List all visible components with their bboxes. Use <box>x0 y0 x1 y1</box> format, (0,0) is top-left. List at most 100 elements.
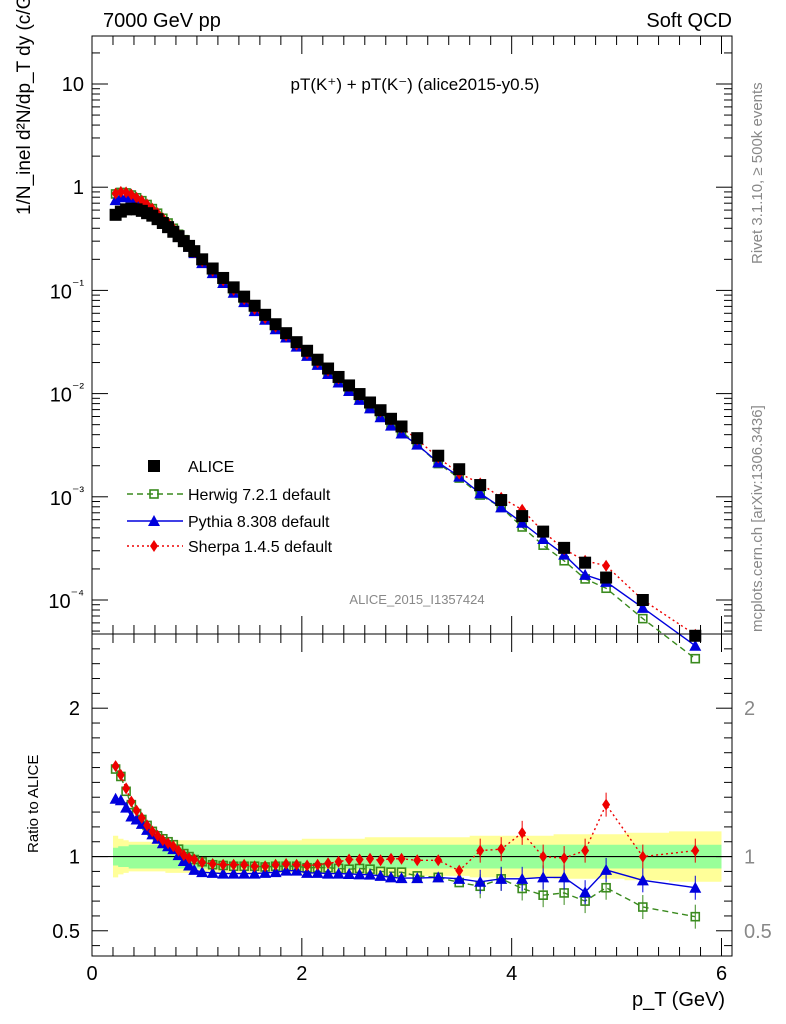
main-panel: pT(K⁺) + pT(K⁻) (alice2015-y0.5) ALICE_2… <box>14 0 733 664</box>
ratio-point <box>539 850 548 863</box>
ratio-point <box>395 872 408 884</box>
y-tick-label: 10 <box>62 74 84 96</box>
ratio-point <box>120 801 133 813</box>
ratio-point <box>366 852 375 865</box>
ratio-point <box>600 863 613 875</box>
data-point <box>636 594 649 606</box>
data-point <box>311 353 324 366</box>
legend-label: Herwig 7.2.1 default <box>188 487 331 504</box>
legend-marker <box>150 540 158 552</box>
ratio-point <box>322 867 335 879</box>
ratio-point <box>271 858 280 871</box>
y-tick-label: 1 <box>73 177 84 199</box>
legend-marker <box>149 489 159 499</box>
data-point <box>322 362 335 375</box>
data-point <box>474 479 487 492</box>
ratio-point <box>376 854 385 867</box>
ratio-point <box>229 858 238 871</box>
data-point <box>374 404 387 417</box>
ratio-point <box>240 858 249 871</box>
ratio-point <box>261 860 270 873</box>
legend-item: Herwig 7.2.1 default <box>127 487 331 504</box>
ratio-point <box>434 854 443 867</box>
data-point <box>474 487 487 499</box>
data-point <box>395 420 408 433</box>
ratio-point <box>127 795 136 808</box>
ratio-y-tick-label: 2 <box>69 698 80 720</box>
data-point <box>690 653 701 664</box>
y-tick-label: 10⁻³ <box>50 483 85 510</box>
ratio-point <box>169 840 178 853</box>
ratio-point <box>292 858 301 871</box>
ratio-point <box>691 844 700 857</box>
legend-marker <box>148 460 160 472</box>
legend-marker <box>148 515 160 526</box>
ratio-point <box>217 867 230 879</box>
ratio-point <box>219 858 228 871</box>
ratio-point <box>343 867 356 879</box>
data-point <box>196 253 209 266</box>
ratio-point <box>188 863 201 875</box>
x-tick-label: 4 <box>506 963 517 985</box>
legend-item: ALICE <box>148 459 234 476</box>
data-point <box>579 556 592 569</box>
ratio-point <box>250 860 259 873</box>
ratio-point <box>259 866 272 878</box>
ratio-point <box>538 890 548 900</box>
ratio-point <box>196 866 209 878</box>
ratio-point <box>385 871 398 883</box>
data-point <box>411 432 424 445</box>
analysis-label: ALICE_2015_I1357424 <box>349 592 484 607</box>
data-point <box>280 327 293 340</box>
ratio-point <box>638 902 648 912</box>
ratio-point <box>111 760 120 773</box>
ratio-point <box>174 844 183 857</box>
ratio-point <box>374 869 387 881</box>
y-tick-label: 10⁻¹ <box>50 276 85 303</box>
ratio-point <box>345 853 354 866</box>
data-point <box>638 613 648 624</box>
data-point <box>516 516 529 528</box>
ratio-point <box>208 858 217 870</box>
ratio-point <box>387 852 396 865</box>
data-point <box>602 559 611 572</box>
ratio-point <box>280 864 293 876</box>
ratio-point <box>411 872 424 884</box>
ratio-point <box>497 843 506 856</box>
ratio-point <box>130 813 143 825</box>
x-tick-label: 2 <box>296 963 307 985</box>
data-point <box>385 412 398 425</box>
ratio-line <box>115 768 696 918</box>
x-tick-label: 0 <box>86 963 97 985</box>
ratio-point <box>453 872 466 884</box>
ratio-point <box>311 866 324 878</box>
ratio-point <box>476 844 485 857</box>
legend-item: Pythia 8.308 default <box>127 514 330 531</box>
data-point <box>495 494 508 507</box>
data-point <box>206 262 219 275</box>
ratio-point <box>137 812 146 824</box>
data-point <box>636 601 649 613</box>
ratio-point <box>334 855 343 868</box>
data-point <box>259 308 272 321</box>
series-alice <box>109 202 702 642</box>
ratio-point <box>355 853 364 866</box>
ratio-point <box>332 867 345 879</box>
data-point <box>537 525 550 538</box>
ratio-point <box>132 804 141 817</box>
legend-label: Pythia 8.308 default <box>188 514 330 531</box>
ratio-point <box>198 856 207 869</box>
ratio-point <box>455 864 464 877</box>
ratio-y-tick-label: 1 <box>69 847 80 869</box>
data-point <box>109 194 122 206</box>
ratio-panel: Ratio to ALICE 0.5 0.5 1 1 2 2 0 2 4 6 p_T (GeV) <box>25 633 772 1011</box>
ratio-point <box>602 798 611 811</box>
main-axes: 10 1 10⁻¹ 10⁻² 10⁻³ 10⁻⁴ <box>48 36 732 634</box>
ratio-frame <box>91 633 733 957</box>
ratio-point <box>183 859 196 871</box>
data-point <box>111 187 120 200</box>
ratio-point <box>364 868 377 880</box>
ratio-y-tick-label: 0.5 <box>52 921 80 943</box>
data-point <box>689 629 702 642</box>
y-tick-label: 10⁻² <box>50 380 85 407</box>
